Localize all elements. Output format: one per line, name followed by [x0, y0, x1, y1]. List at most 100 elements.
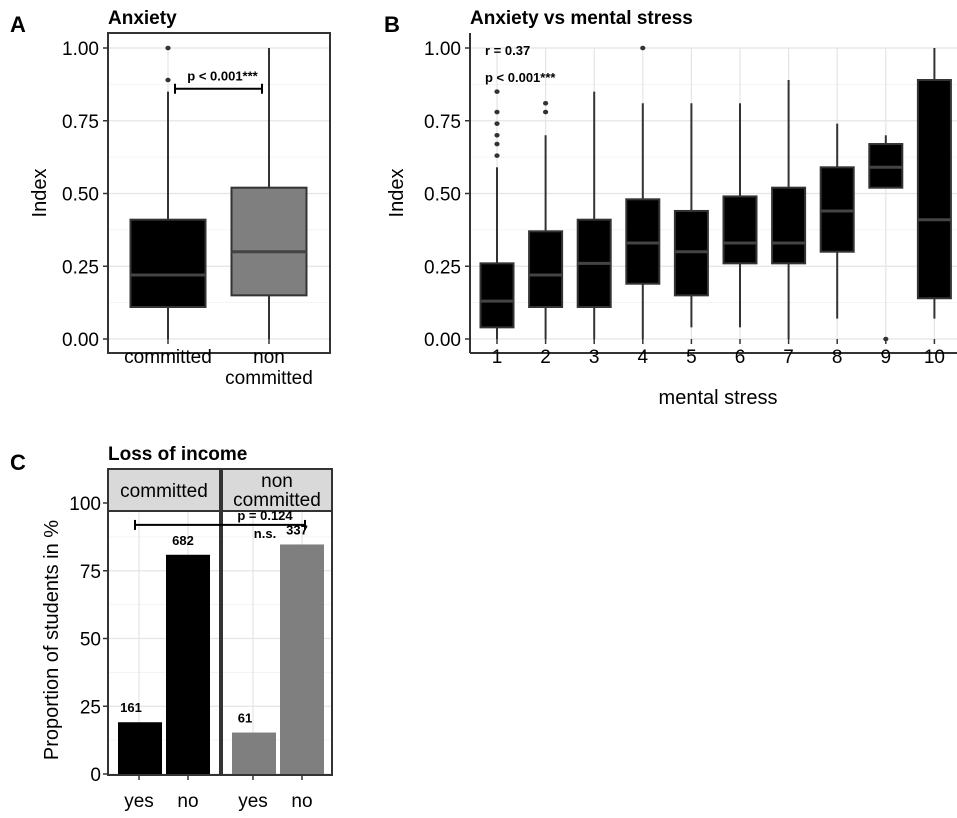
correlation-label: r = 0.37 — [485, 43, 530, 58]
box-committed — [129, 45, 207, 339]
x-tick-label: committed — [124, 347, 212, 368]
p-value-label: p < 0.001*** — [485, 70, 556, 85]
box-7 — [771, 80, 807, 339]
bar-count-label: 682 — [172, 533, 194, 548]
box-iqr — [722, 195, 758, 265]
x-tick-label: 10 — [924, 347, 945, 368]
y-tick-label: 1.00 — [62, 39, 99, 60]
panel-c-title: Loss of income — [108, 444, 247, 465]
y-tick-label: 0.25 — [62, 257, 99, 278]
significance-subtext: n.s. — [254, 526, 276, 541]
facet-strip-label: committed — [120, 481, 208, 502]
x-tick-label: 3 — [589, 347, 600, 368]
outlier-point — [494, 121, 500, 126]
y-tick-label: 0.75 — [424, 112, 461, 133]
panel-c-letter: C — [10, 450, 26, 475]
outlier-point — [543, 100, 549, 106]
panel-b-y-axis-title: Index — [386, 169, 408, 218]
outlier-point — [494, 153, 500, 158]
box-iqr — [528, 230, 564, 308]
panel-b-stress-boxplot: B Anxiety vs mental stress r = 0.37 p < 0… — [384, 8, 957, 409]
y-tick-label: 0.25 — [424, 257, 461, 278]
bar-no — [280, 544, 324, 774]
x-tick-label: 1 — [492, 347, 503, 368]
bar-yes — [232, 732, 276, 774]
x-tick-label: 9 — [881, 347, 892, 368]
y-tick-label: 75 — [80, 562, 101, 583]
x-tick-label: 7 — [783, 347, 794, 368]
outlier-point — [494, 109, 500, 115]
panel-b-letter: B — [384, 12, 400, 37]
x-tick-label: 4 — [638, 347, 649, 368]
x-tick-label: yes — [238, 791, 268, 812]
outlier-point — [494, 141, 500, 147]
bar-yes — [118, 722, 162, 774]
y-tick-label: 0.00 — [424, 330, 461, 351]
x-tick-label: 8 — [832, 347, 843, 368]
panel-c-y-ticks: 0 25 50 75 100 — [69, 494, 108, 786]
x-tick-label: non — [253, 347, 285, 368]
y-tick-label: 0.75 — [62, 112, 99, 133]
y-tick-label: 0.00 — [62, 330, 99, 351]
panel-b-x-ticks: 1 2 3 4 5 6 7 8 9 10 — [492, 339, 945, 368]
panel-a-boxes — [129, 45, 308, 339]
panel-c-facets: committed161yes682nononcommitted61yes337… — [107, 468, 333, 812]
outlier-point — [165, 45, 171, 51]
box-8 — [819, 123, 855, 319]
panel-b-y-ticks: 0.00 0.25 0.50 0.75 1.00 — [424, 33, 957, 354]
bar-count-label: 161 — [120, 700, 142, 715]
box-2 — [528, 100, 564, 339]
panel-b-title: Anxiety vs mental stress — [470, 8, 693, 29]
y-tick-label: 1.00 — [424, 39, 461, 60]
panel-a-y-ticks: 0.00 0.25 0.50 0.75 1.00 — [62, 39, 108, 351]
facet-strip-label: non — [261, 471, 293, 492]
panel-c-income-barchart: C Loss of income committed161yes682nonon… — [10, 444, 333, 812]
box-3 — [576, 91, 612, 339]
box-iqr — [916, 79, 952, 300]
y-tick-label: 0 — [90, 765, 101, 786]
box-1 — [479, 89, 515, 339]
box-5 — [673, 103, 709, 328]
panel-a-y-axis-title: Index — [29, 169, 51, 218]
facet-strip-label: committed — [233, 490, 321, 511]
y-tick-label: 100 — [69, 494, 101, 515]
x-tick-label: no — [291, 791, 312, 812]
y-tick-label: 0.50 — [62, 185, 99, 206]
box-iqr — [129, 218, 207, 308]
x-tick-label: 6 — [735, 347, 746, 368]
y-tick-label: 50 — [80, 630, 101, 651]
outlier-point — [494, 89, 500, 94]
x-tick-label: 5 — [686, 347, 697, 368]
outlier-point — [494, 133, 500, 138]
panel-c-significance: p = 0.124 n.s. — [134, 508, 306, 541]
x-tick-label: yes — [124, 791, 154, 812]
x-tick-label: committed — [225, 368, 313, 389]
box-6 — [722, 103, 758, 328]
facet-committed: committed 161 yes 682 no — [107, 468, 221, 812]
outlier-point — [640, 45, 646, 51]
panel-a-anxiety-boxplot: A Anxiety p < 0.001*** 0.00 0.25 0.50 0.75 1… — [10, 8, 331, 389]
box-non-committed — [230, 48, 308, 339]
box-iqr — [771, 186, 807, 265]
panel-b-correlation: r = 0.37 p < 0.001*** — [485, 43, 556, 85]
box-iqr — [479, 262, 515, 329]
facet-frame — [221, 510, 333, 776]
box-9 — [868, 135, 904, 342]
panel-a-significance: p < 0.001*** — [174, 69, 263, 94]
panel-c-y-axis-title: Proportion of students in % — [41, 520, 63, 760]
y-tick-label: 0.50 — [424, 185, 461, 206]
box-iqr — [230, 186, 308, 297]
panel-b-boxes — [479, 45, 952, 342]
bar-count-label: 61 — [238, 711, 252, 726]
panel-a-letter: A — [10, 12, 26, 37]
box-4 — [625, 45, 661, 339]
outlier-point — [543, 109, 549, 115]
y-tick-label: 25 — [80, 697, 101, 718]
bar-count-label: 337 — [286, 522, 308, 537]
panel-a-title: Anxiety — [108, 8, 177, 29]
significance-label: p = 0.124 — [237, 508, 293, 523]
significance-label: p < 0.001*** — [187, 69, 258, 84]
